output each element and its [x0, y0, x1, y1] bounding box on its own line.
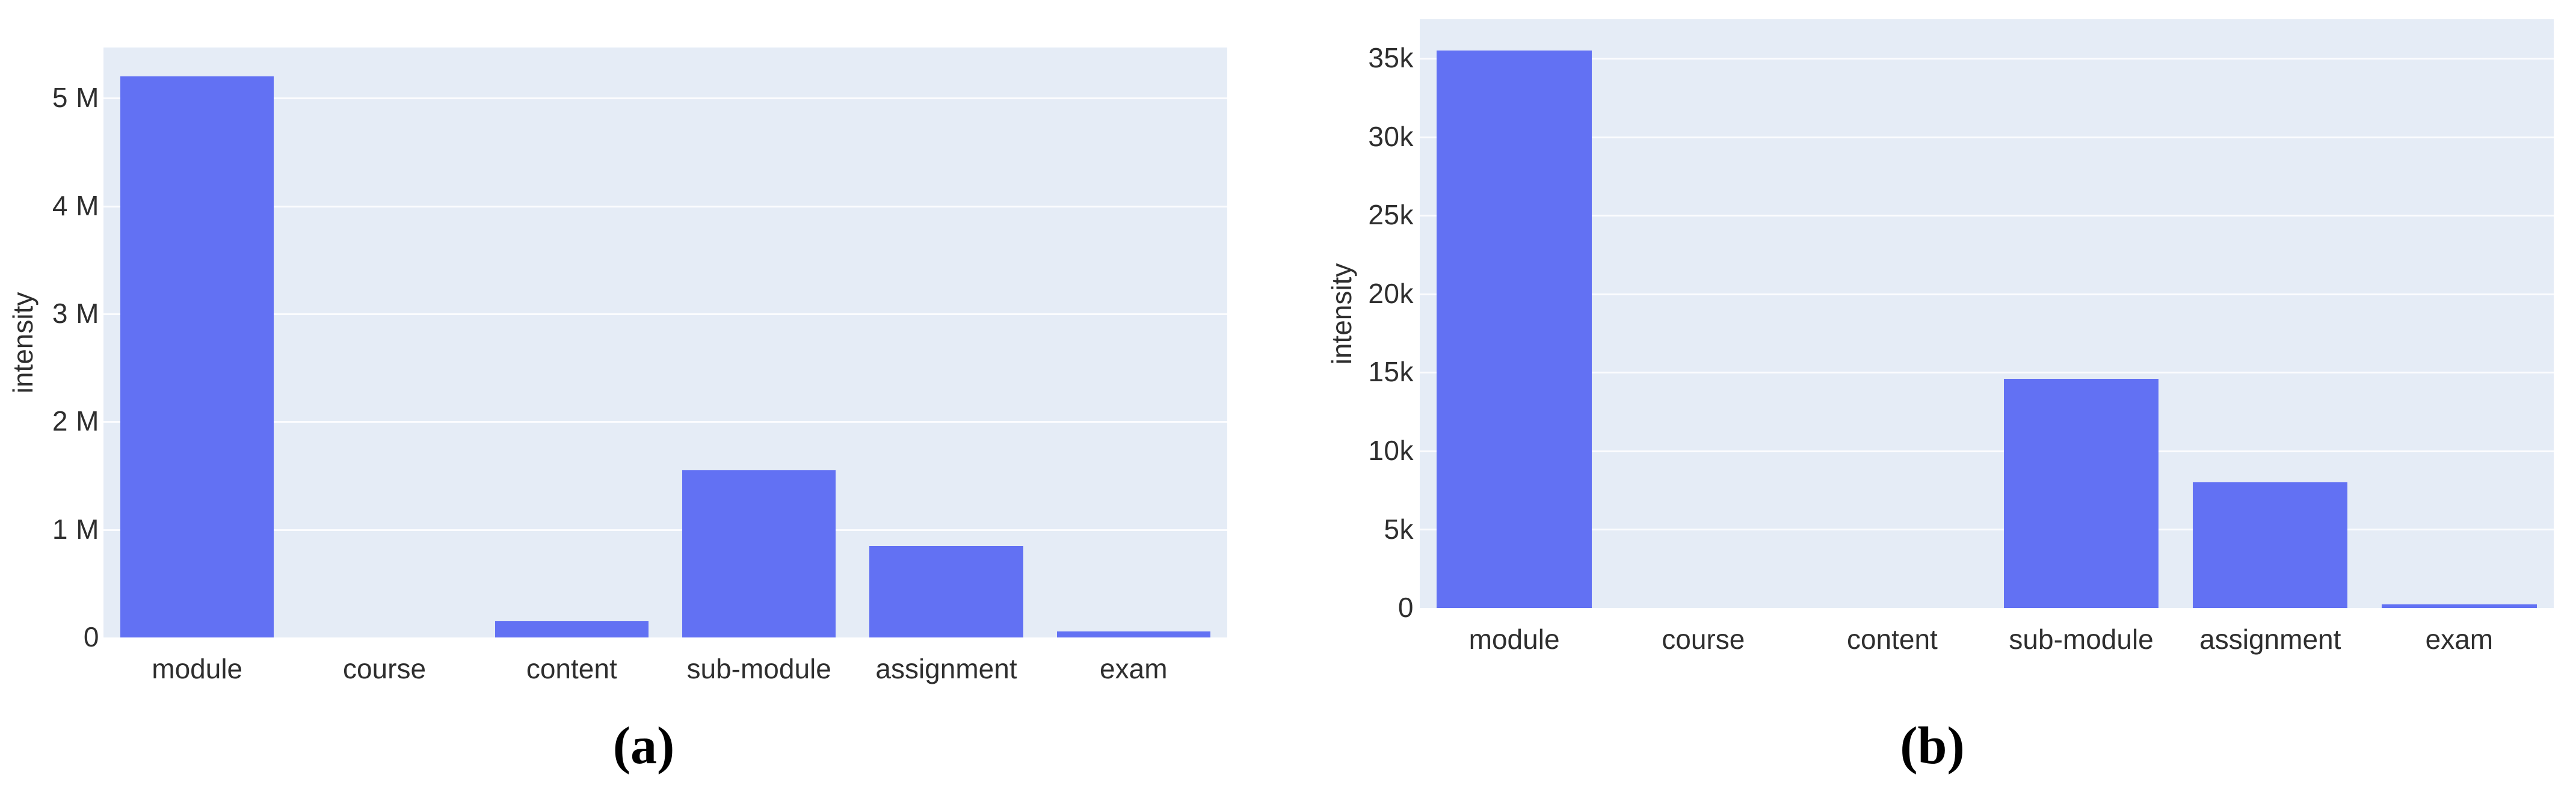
ytick-b-30k: 30k	[1368, 120, 1414, 152]
ytick-a-2M: 2 M	[52, 405, 99, 437]
xtick-b-module: module	[1468, 624, 1560, 655]
ytick-b-20k: 20k	[1368, 277, 1414, 309]
ytick-b-35k: 35k	[1368, 42, 1414, 74]
xtick-b-sub-module: sub-module	[2009, 624, 2154, 655]
ytick-b-0: 0	[1397, 592, 1414, 623]
gridline-b-25k	[1420, 215, 2554, 217]
bar-b-exam	[2382, 604, 2537, 608]
bar-a-assignment	[869, 545, 1023, 637]
plot-area-a	[103, 48, 1227, 637]
ytick-b-5k: 5k	[1384, 513, 1414, 545]
caption-b: (b)	[1900, 717, 1965, 775]
gridline-b-30k	[1420, 136, 2554, 138]
ytick-a-0: 0	[83, 621, 99, 652]
xtick-b-course: course	[1662, 624, 1745, 655]
plot-area-b	[1420, 19, 2554, 608]
gridline-a-2M	[103, 421, 1227, 423]
gridline-b-20k	[1420, 293, 2554, 295]
xtick-a-exam: exam	[1100, 653, 1168, 684]
ytick-b-15k: 15k	[1368, 356, 1414, 388]
xtick-a-assignment: assignment	[875, 653, 1017, 684]
xtick-a-content: content	[526, 653, 617, 684]
caption-a: (a)	[612, 717, 675, 775]
ytick-a-1M: 1 M	[52, 513, 99, 545]
gridline-a-4M	[103, 205, 1227, 207]
bar-a-module	[120, 76, 274, 637]
ytick-b-25k: 25k	[1368, 199, 1414, 231]
xtick-b-content: content	[1846, 624, 1938, 655]
xtick-a-module: module	[152, 653, 243, 684]
bar-a-content	[495, 621, 649, 637]
bar-b-sub-module	[2003, 378, 2159, 608]
bar-a-sub-module	[682, 470, 836, 637]
gridline-a-5M	[103, 97, 1227, 100]
gridline-b-35k	[1420, 58, 2554, 60]
xtick-b-exam: exam	[2425, 624, 2494, 655]
ytick-a-4M: 4 M	[52, 189, 99, 221]
gridline-a-1M	[103, 529, 1227, 531]
ytick-a-5M: 5 M	[52, 82, 99, 114]
bar-b-assignment	[2192, 482, 2348, 608]
ytick-b-10k: 10k	[1368, 434, 1414, 466]
ytick-a-3M: 3 M	[52, 298, 99, 329]
xtick-a-sub-module: sub-module	[686, 653, 831, 684]
bar-b-module	[1437, 51, 1592, 608]
gridline-a-3M	[103, 313, 1227, 315]
y-axis-title-a: intensity	[7, 292, 39, 393]
bar-a-exam	[1056, 631, 1210, 637]
gridline-b-5k	[1420, 529, 2554, 531]
gridline-b-15k	[1420, 372, 2554, 374]
xtick-b-assignment: assignment	[2199, 624, 2341, 655]
y-axis-title-b: intensity	[1326, 263, 1357, 364]
xtick-a-course: course	[342, 653, 427, 684]
gridline-b-10k	[1420, 450, 2554, 452]
